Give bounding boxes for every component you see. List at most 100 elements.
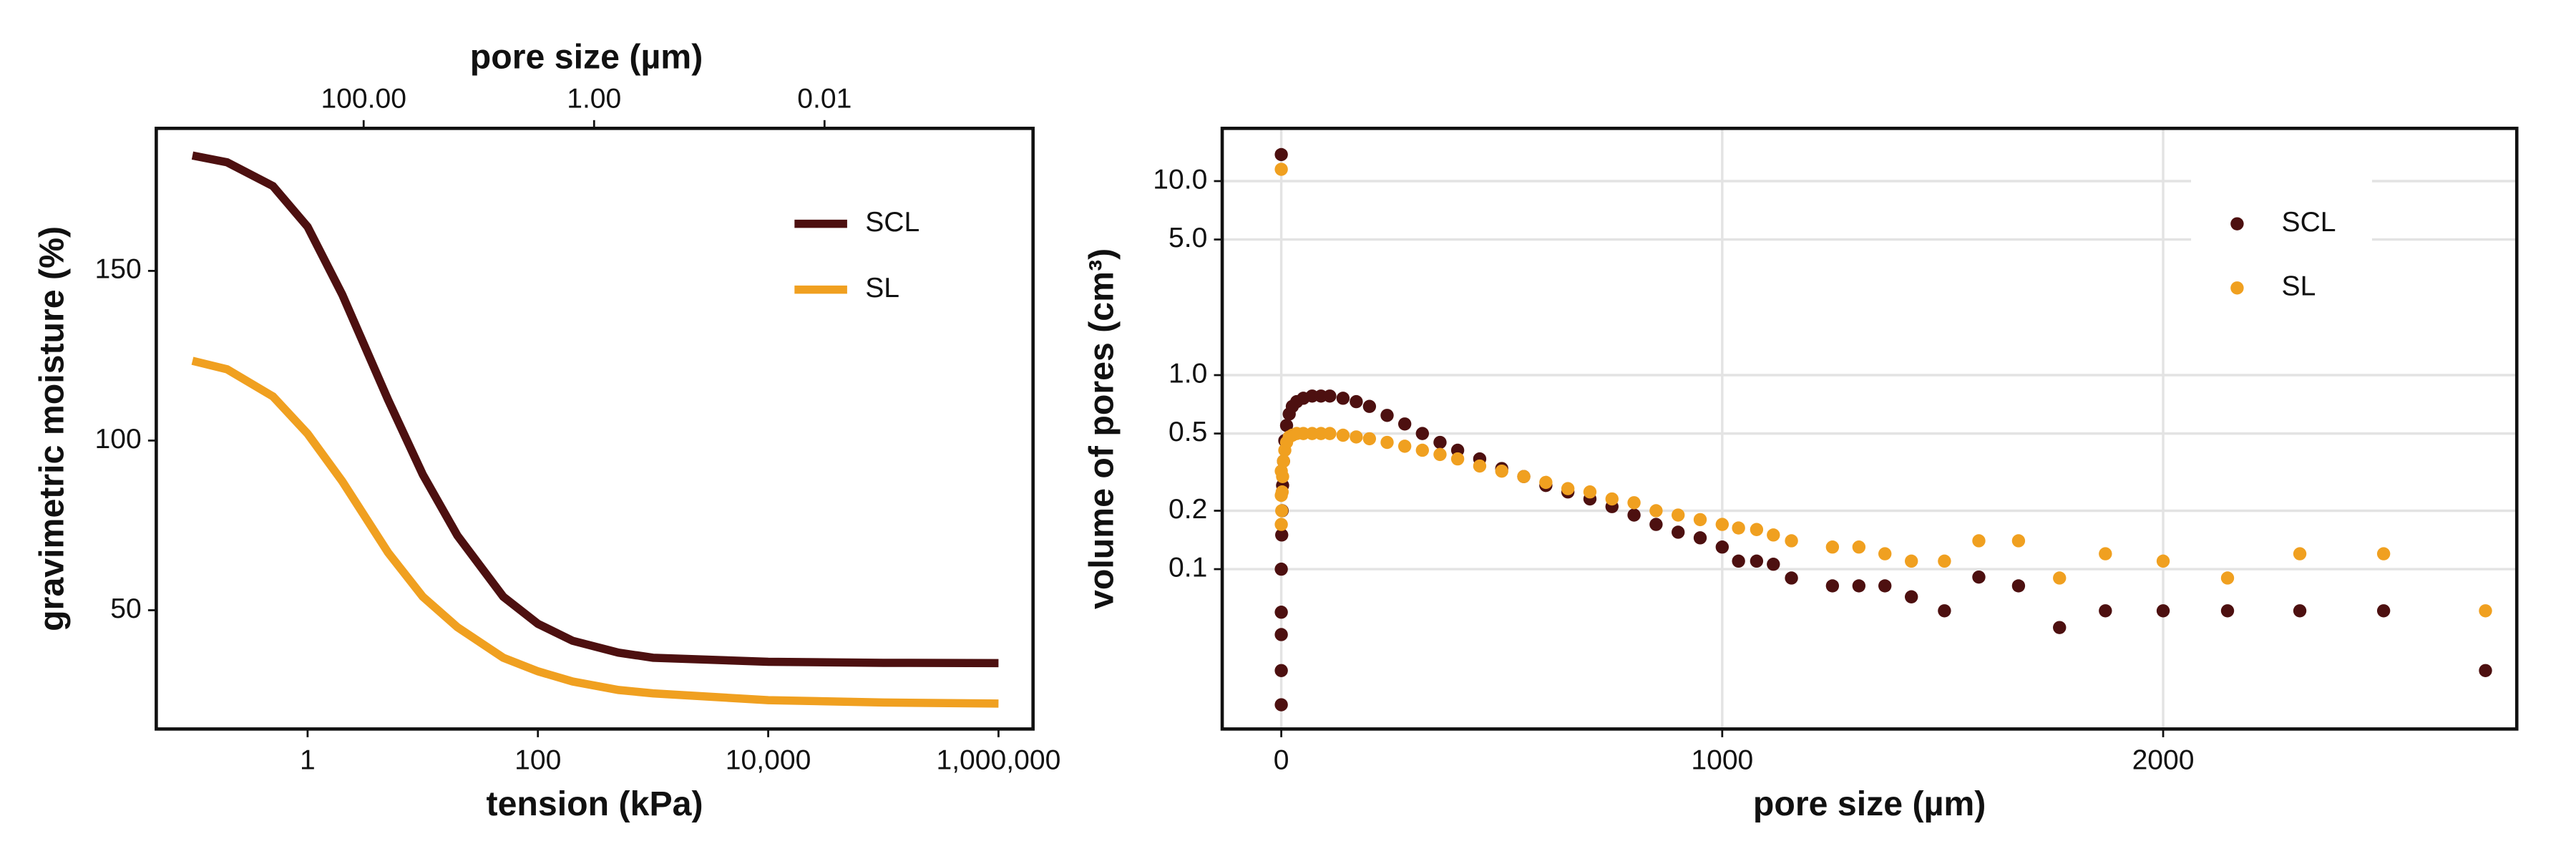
point xyxy=(1279,419,1294,432)
point xyxy=(1274,562,1288,576)
x2-tick-label: 0.01 xyxy=(797,84,852,115)
point xyxy=(1275,504,1289,518)
y-tick-label: 10.0 xyxy=(1153,164,1207,195)
point xyxy=(2479,664,2492,677)
point xyxy=(1561,482,1575,495)
point xyxy=(1336,392,1350,405)
x-tick-label: 100 xyxy=(514,745,561,776)
point xyxy=(2220,571,2235,585)
point xyxy=(1323,427,1337,440)
y-tick-label: 100 xyxy=(94,424,141,455)
point xyxy=(1627,496,1641,510)
x2-axis-label: pore size (µm) xyxy=(470,38,703,77)
x-tick-label: 1,000,000 xyxy=(936,745,1060,776)
point xyxy=(1972,534,1986,548)
point xyxy=(1274,606,1288,619)
point xyxy=(2479,604,2492,618)
y-tick-label: 0.5 xyxy=(1169,417,1207,447)
point xyxy=(1473,459,1487,473)
point xyxy=(1274,518,1288,531)
point xyxy=(1336,428,1350,442)
point xyxy=(1785,571,1798,585)
point xyxy=(1750,523,1764,536)
point xyxy=(2220,604,2235,618)
point xyxy=(1274,628,1288,641)
point xyxy=(2293,547,2307,560)
y-tick-label: 0.2 xyxy=(1169,494,1207,525)
point xyxy=(1517,470,1531,483)
y-tick-label: 50 xyxy=(110,593,141,624)
chart-panel: 0 1000 2000 0.1 0.2 0.5 1.0 5.0 10.0 pore size (µ… xyxy=(1082,127,2519,823)
point xyxy=(1715,540,1729,554)
point xyxy=(1715,518,1729,531)
x-tick-label: 10,000 xyxy=(726,745,811,776)
x-tick-label: 1 xyxy=(300,745,316,776)
point xyxy=(1380,435,1394,450)
point xyxy=(1323,389,1337,403)
point xyxy=(1732,554,1745,568)
point xyxy=(1380,409,1394,422)
point xyxy=(1672,508,1685,522)
point xyxy=(1274,162,1288,176)
y-tick-label: 1.0 xyxy=(1169,358,1207,389)
x-tick-label: 0 xyxy=(1274,745,1289,776)
point xyxy=(1825,579,1840,593)
point xyxy=(2376,547,2391,560)
line xyxy=(191,151,999,668)
x2-tick-label: 1.00 xyxy=(567,84,621,115)
point xyxy=(1972,570,1986,584)
point xyxy=(2293,604,2307,618)
point xyxy=(1750,554,1764,568)
point xyxy=(1693,513,1707,527)
point xyxy=(1495,464,1508,478)
point xyxy=(1397,417,1412,431)
line xyxy=(191,356,999,708)
point xyxy=(1852,540,1866,554)
point xyxy=(1433,447,1447,462)
point xyxy=(1433,435,1447,450)
point xyxy=(1450,452,1465,466)
point xyxy=(1274,698,1288,712)
point xyxy=(2376,604,2391,618)
point xyxy=(1938,554,1951,568)
point xyxy=(1350,430,1363,444)
point xyxy=(2099,604,2112,618)
point xyxy=(1276,470,1289,483)
point xyxy=(1878,547,1892,560)
point xyxy=(2156,604,2170,618)
point xyxy=(1275,485,1289,499)
point xyxy=(2099,547,2112,560)
point xyxy=(1275,528,1289,542)
point xyxy=(1539,475,1553,490)
y-tick-label: 5.0 xyxy=(1169,223,1207,253)
plot-frame xyxy=(1220,127,2519,731)
point xyxy=(2053,571,2067,585)
point xyxy=(1605,492,1619,506)
point xyxy=(1904,554,1918,568)
point xyxy=(1397,440,1412,453)
point xyxy=(1732,521,1745,535)
point xyxy=(1274,147,1288,162)
point xyxy=(2011,534,2026,548)
point xyxy=(1274,664,1288,677)
legend-label: SL xyxy=(865,273,899,304)
legend-swatch xyxy=(2230,281,2244,295)
chart-panel: 1 100 10,000 1,000,000 50 100 150 100.00 1.00 0.0… xyxy=(33,38,1061,824)
x-axis-label: tension (kPa) xyxy=(487,785,703,823)
x-axis-label: pore size (µm) xyxy=(1753,785,1986,823)
x-tick-label: 2000 xyxy=(2132,745,2195,776)
point xyxy=(1904,590,1918,603)
point xyxy=(1583,485,1597,499)
y-tick-label: 0.1 xyxy=(1169,552,1207,583)
point xyxy=(2011,579,2026,593)
point xyxy=(1878,579,1892,593)
legend-label: SCL xyxy=(2282,207,2336,238)
point xyxy=(2156,554,2170,568)
y-axis-label: volume of pores (cm³) xyxy=(1082,248,1121,609)
legend-background xyxy=(2191,161,2372,346)
point xyxy=(1362,399,1377,413)
legend-label: SL xyxy=(2282,271,2316,302)
legend-label: SCL xyxy=(865,207,919,238)
point xyxy=(1350,394,1363,409)
